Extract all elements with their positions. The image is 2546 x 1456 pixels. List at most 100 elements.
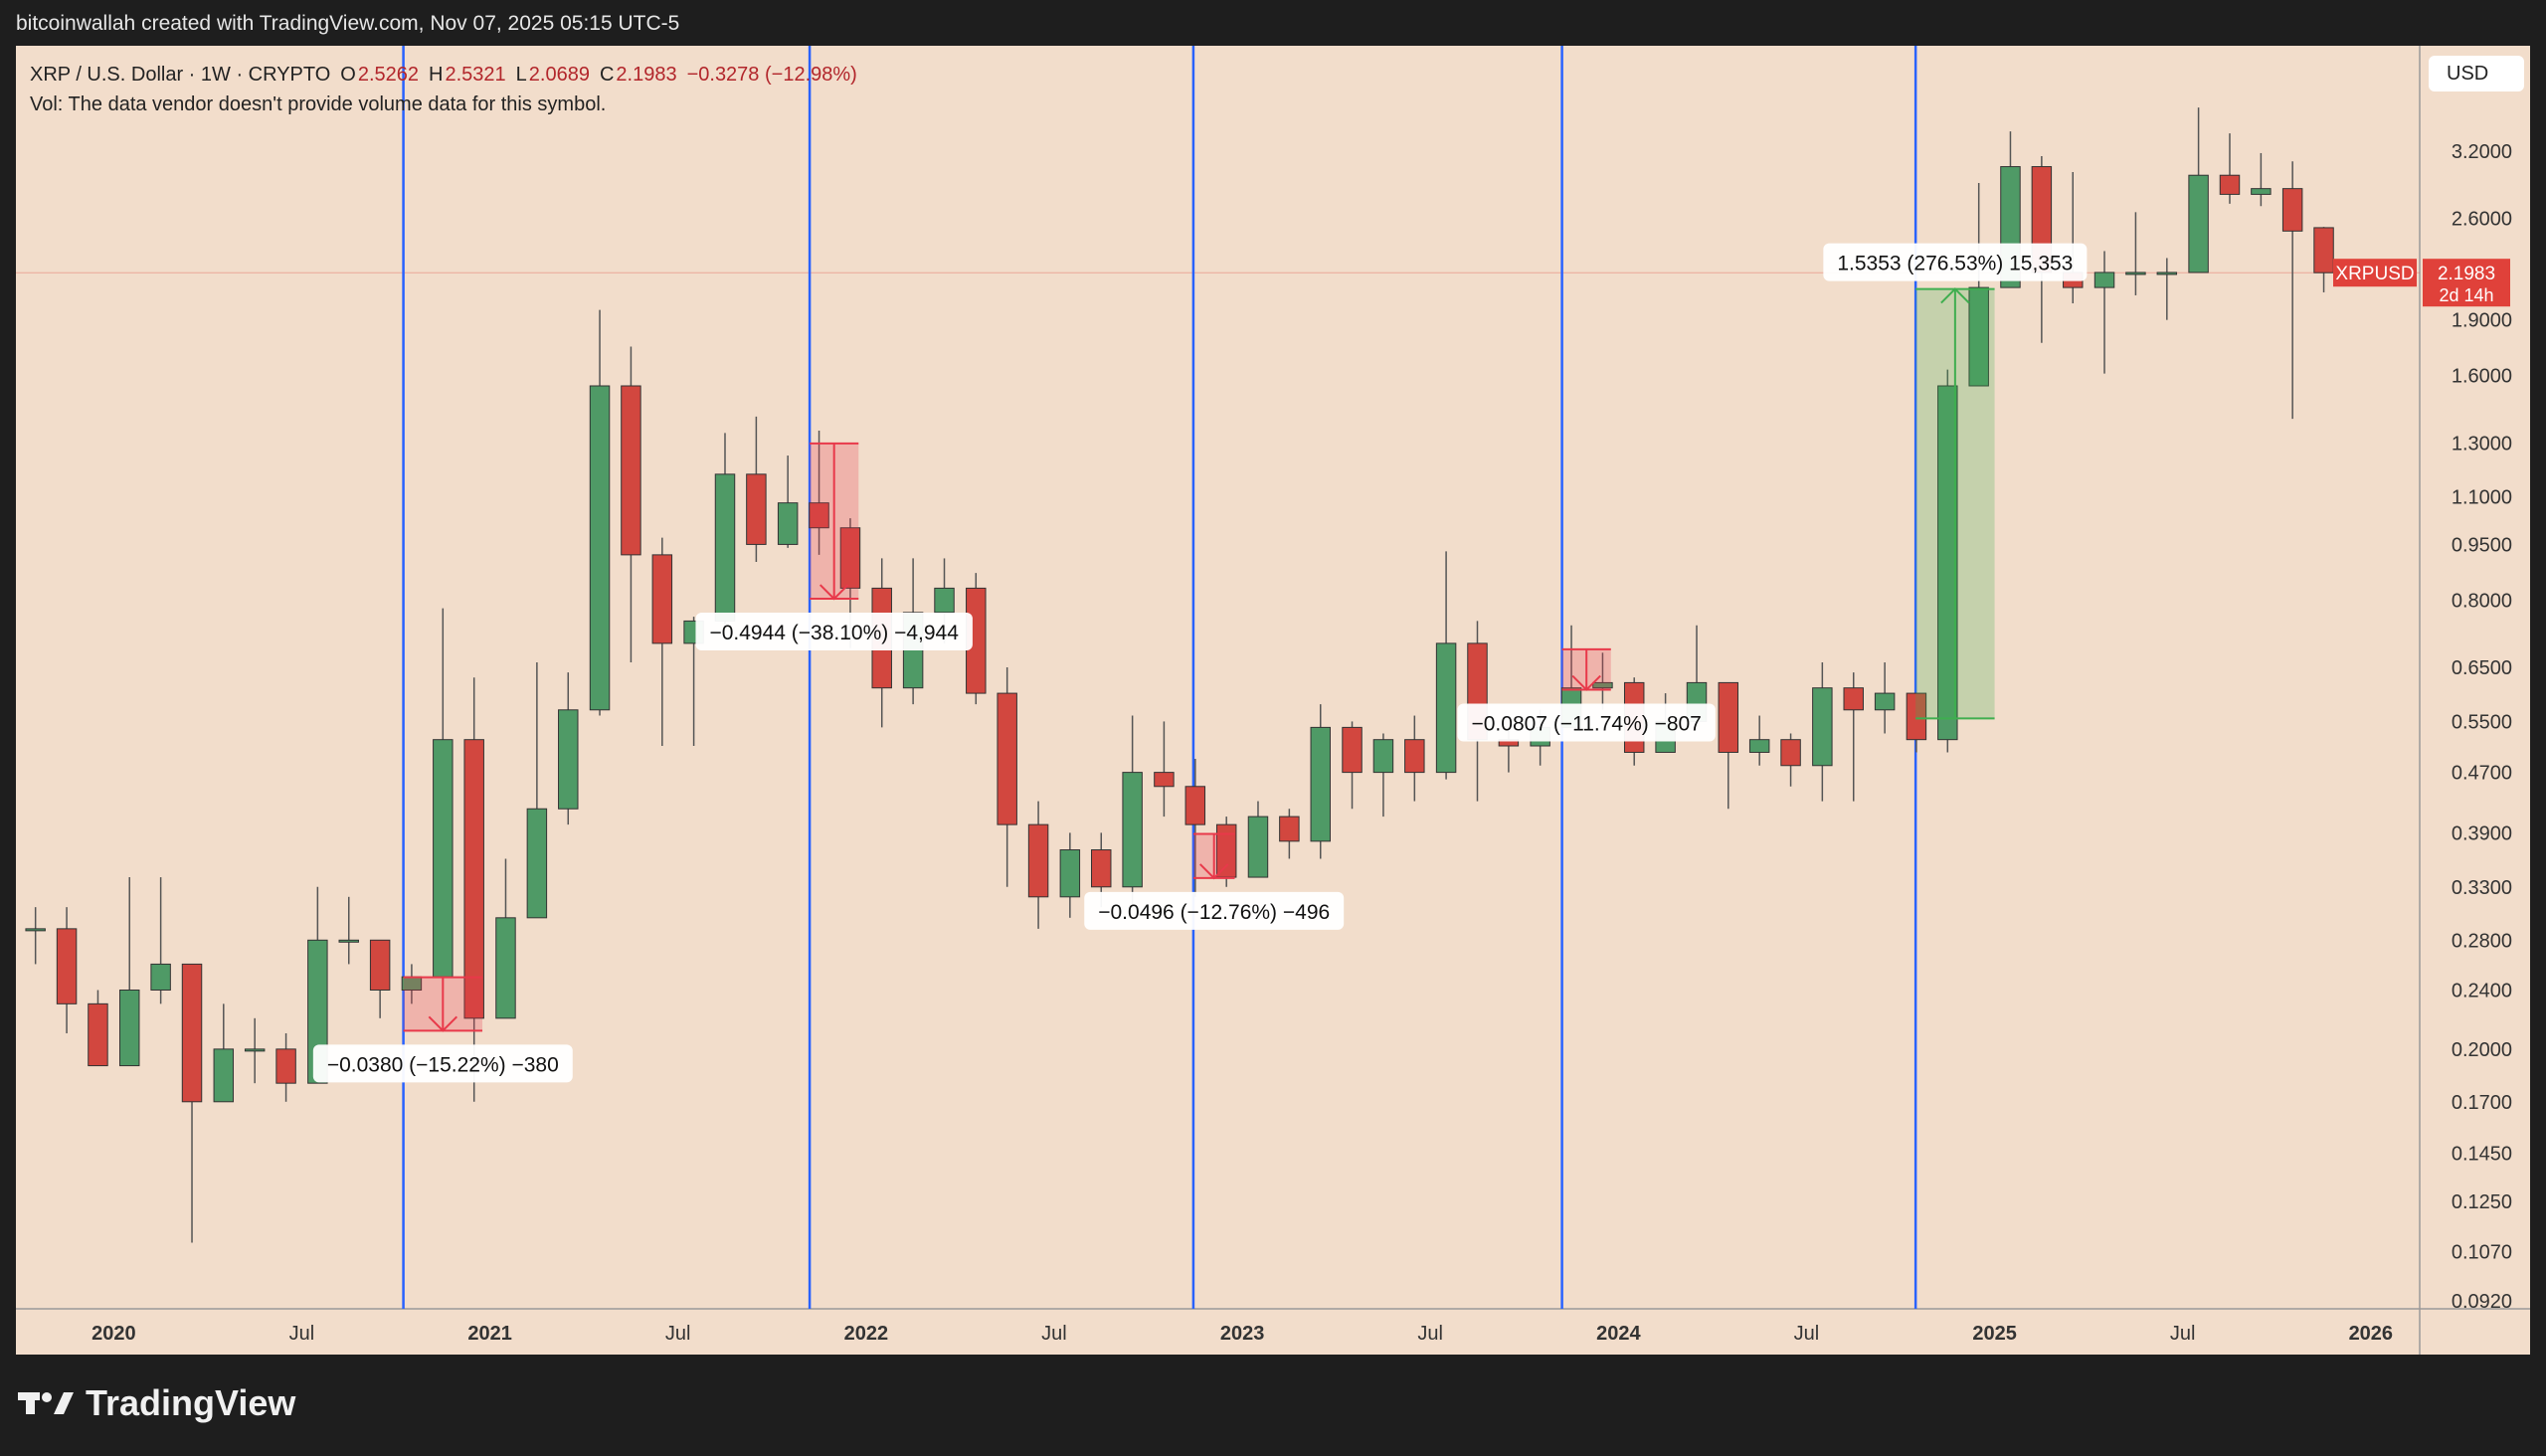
y-tick-label: 1.3000 — [2452, 433, 2512, 455]
candle-body — [589, 385, 611, 711]
candle-body — [1154, 772, 1175, 788]
candle-body — [746, 473, 767, 545]
candle-body — [2125, 272, 2146, 275]
candle-body — [997, 692, 1017, 825]
candle-body — [275, 1048, 296, 1084]
x-tick-label: 2025 — [1972, 1323, 2017, 1345]
y-tick-label: 0.2000 — [2452, 1039, 2512, 1061]
x-tick-label: 2024 — [1596, 1323, 1641, 1345]
ohlc-value: 2.5262 — [357, 64, 420, 86]
x-tick-label: 2020 — [91, 1323, 136, 1345]
x-tick-label: Jul — [665, 1323, 691, 1345]
x-tick-label: Jul — [289, 1323, 315, 1345]
candle-body — [1247, 816, 1269, 878]
candle-body — [181, 963, 203, 1103]
price-tag-value: 2.1983 — [2438, 264, 2495, 284]
y-tick-label: 3.2000 — [2452, 141, 2512, 163]
legend-row: XRP / U.S. Dollar · 1W · CRYPTO O 2.5262 H 2… — [30, 60, 867, 90]
candle-body — [433, 739, 454, 978]
measure-arrowhead — [1940, 287, 1970, 304]
candle-body — [1372, 739, 1394, 774]
measure-label-box — [695, 613, 973, 651]
candle-body — [1342, 726, 1363, 774]
candle-body — [1027, 823, 1049, 898]
candle-body — [2156, 272, 2178, 275]
candle-body — [714, 473, 736, 622]
measure-label-box — [1457, 703, 1716, 742]
candle-body — [56, 928, 78, 1004]
candle-body — [1748, 739, 1770, 753]
currency-label: USD — [2447, 63, 2488, 85]
candle-body — [1874, 692, 1896, 711]
candle-body — [1404, 739, 1425, 774]
price-tag — [2423, 259, 2510, 307]
chart-background — [16, 46, 2530, 1355]
candle-body — [1780, 739, 1801, 767]
ohlc-value: 2.1983 — [616, 64, 677, 86]
candle-body — [1937, 385, 1958, 741]
brand-logo — [18, 1392, 74, 1414]
y-tick-label: 1.1000 — [2452, 487, 2512, 509]
candle-body — [1812, 687, 1833, 767]
legend: XRP / U.S. Dollar · 1W · CRYPTO O 2.5262 H 2… — [30, 60, 867, 119]
measure-label: −0.0807 (−11.74%) −807 — [1471, 713, 1701, 736]
y-tick-label: 0.2800 — [2452, 930, 2512, 952]
candle-body — [1122, 772, 1143, 888]
x-tick-label: 2026 — [2349, 1323, 2394, 1345]
plot: 0.0920 0.1070 0.1250 0.1450 0.1700 0.2000 0.24… — [16, 46, 2512, 1345]
y-tick-label: 0.1450 — [2452, 1144, 2512, 1166]
symbol: XRP / U.S. Dollar · 1W · CRYPTO — [30, 64, 331, 86]
candle-body — [213, 1048, 235, 1103]
measure-label: −0.4944 (−38.10%) −4,944 — [709, 622, 959, 644]
change: −0.3278 (−12.98%) — [686, 64, 857, 86]
candle-body — [118, 989, 140, 1067]
y-tick-label: 0.1070 — [2452, 1242, 2512, 1264]
y-tick-label: 0.3900 — [2452, 822, 2512, 844]
ohlc-key: O — [340, 64, 356, 86]
candle-body — [2313, 227, 2334, 273]
y-tick-label: 2.6000 — [2452, 209, 2512, 231]
measure-arrowhead — [1199, 863, 1229, 880]
x-tick-label: Jul — [2170, 1323, 2196, 1345]
measure-label: 1.5353 (276.53%) 15,353 — [1837, 253, 2073, 275]
y-tick-label: 0.2400 — [2452, 980, 2512, 1001]
symbol-tag — [2333, 259, 2417, 287]
candle-body — [1091, 849, 1112, 888]
candle-body — [2093, 272, 2115, 288]
x-tick-label: 2021 — [467, 1323, 512, 1345]
credit: bitcoinwallah created with TradingView.c… — [16, 12, 680, 35]
candle-body — [88, 1002, 108, 1067]
candle-body — [1310, 726, 1331, 842]
y-tick-label: 0.4700 — [2452, 763, 2512, 785]
y-tick-label: 0.1700 — [2452, 1092, 2512, 1114]
y-tick-label: 1.6000 — [2452, 366, 2512, 388]
y-tick-label: 0.5500 — [2452, 711, 2512, 733]
candle-body — [526, 808, 548, 919]
candle-body — [463, 739, 484, 1019]
ohlc-value: 2.5321 — [445, 64, 506, 86]
volume-note: Vol: The data vendor doesn't provide vol… — [30, 93, 607, 115]
candle-body — [1059, 849, 1081, 898]
candle-body — [25, 928, 46, 932]
candle-body — [1718, 681, 1739, 753]
candle-body — [338, 939, 359, 943]
symbol-tag-label: XRPUSD — [2335, 264, 2414, 284]
x-tick-label: Jul — [1041, 1323, 1067, 1345]
footer: TradingView — [18, 1382, 295, 1424]
measure-label-box — [1084, 891, 1345, 930]
ohlc-value: 2.0689 — [528, 64, 590, 86]
measure-arrowhead — [1571, 674, 1601, 691]
candle-body — [809, 502, 829, 529]
ohlc: O 2.5262 H 2.5321 L 2.0689 C 2.1983 — [340, 64, 686, 86]
measure-label-box — [1823, 243, 2088, 281]
measure-label-box — [312, 1044, 573, 1083]
currency-button[interactable] — [2429, 56, 2524, 91]
candle-body — [1843, 687, 1864, 711]
candle-body — [839, 527, 861, 589]
candle-body — [1968, 286, 1989, 387]
candle-body — [1592, 681, 1613, 689]
ohlc-key: H — [429, 64, 444, 86]
candle-body — [621, 385, 641, 556]
brand-name: TradingView — [86, 1382, 296, 1423]
